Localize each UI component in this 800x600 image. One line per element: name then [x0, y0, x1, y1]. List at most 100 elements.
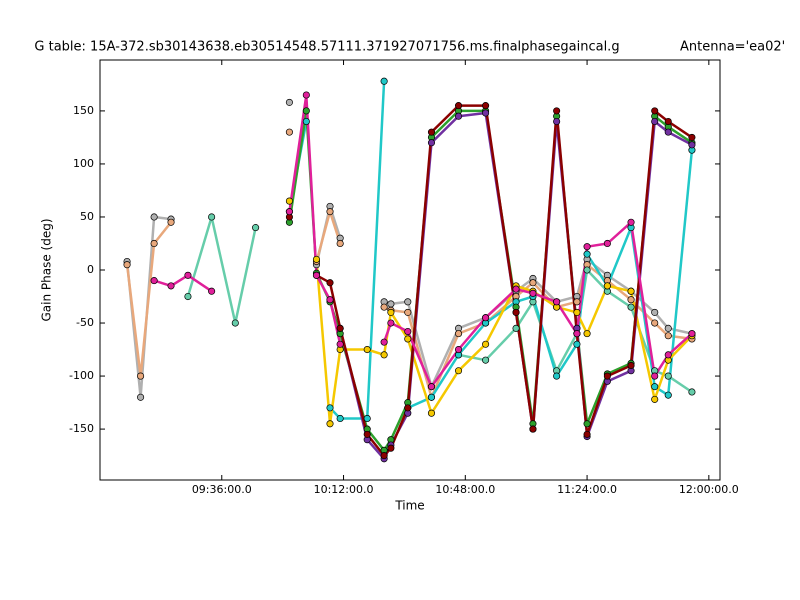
data-point — [583, 430, 591, 438]
data-point — [651, 319, 659, 327]
data-point — [312, 271, 321, 279]
data-point — [137, 393, 145, 401]
x-tick-label: 12:00:00.0 — [679, 483, 739, 496]
data-point — [454, 367, 463, 375]
data-point — [688, 141, 696, 149]
data-point — [583, 420, 591, 428]
data-point — [326, 296, 334, 304]
data-point — [326, 208, 334, 216]
data-point — [387, 300, 395, 308]
data-point — [553, 117, 561, 126]
data-point — [664, 351, 672, 359]
data-point — [664, 332, 672, 340]
data-point — [454, 345, 463, 354]
data-point — [427, 139, 436, 147]
data-point — [208, 213, 216, 221]
data-point — [285, 98, 293, 106]
data-point — [482, 356, 490, 364]
data-point — [336, 340, 344, 348]
data-point — [363, 430, 371, 438]
series-line — [288, 109, 693, 452]
data-point — [627, 218, 635, 226]
data-point — [404, 327, 412, 336]
data-point — [664, 372, 672, 380]
data-point — [380, 77, 388, 85]
data-point — [664, 324, 672, 332]
data-point — [208, 287, 216, 295]
y-tick-label: 50 — [80, 210, 94, 223]
data-point — [482, 340, 490, 348]
series-line — [315, 104, 693, 457]
data-point — [336, 324, 344, 332]
data-point — [573, 298, 581, 306]
chart-title: G table: 15A-372.sb30143638.eb30514548.5… — [34, 40, 619, 55]
data-point — [651, 308, 659, 316]
data-point — [336, 414, 344, 423]
data-point — [583, 330, 591, 338]
data-point — [326, 420, 334, 428]
data-point — [380, 338, 388, 346]
data-point — [150, 277, 158, 285]
data-point — [573, 340, 581, 348]
antenna-annotation: Antenna='ea02' — [680, 40, 785, 55]
data-point — [123, 261, 131, 269]
data-point — [184, 292, 192, 301]
data-point — [137, 372, 145, 380]
data-point — [312, 255, 321, 263]
data-point — [387, 308, 395, 316]
axes-frame — [99, 59, 721, 481]
data-point — [167, 282, 175, 290]
data-point — [553, 107, 561, 115]
data-point — [651, 117, 659, 126]
data-point — [150, 213, 158, 221]
data-point — [336, 239, 344, 248]
data-point — [150, 239, 158, 248]
data-point — [404, 404, 412, 412]
data-point — [688, 133, 696, 141]
data-point — [583, 243, 591, 251]
data-point — [285, 208, 293, 216]
data-point — [664, 117, 672, 126]
data-point — [651, 372, 659, 380]
data-point — [302, 117, 310, 126]
data-point — [512, 324, 520, 332]
x-axis-label: Time — [394, 499, 424, 513]
data-point — [326, 404, 334, 412]
data-point — [380, 303, 388, 311]
data-point — [427, 128, 436, 136]
data-point — [184, 271, 192, 279]
y-tick-label: 100 — [73, 157, 94, 170]
data-point — [573, 330, 581, 338]
y-tick-label: -50 — [76, 316, 94, 329]
data-point — [302, 91, 310, 99]
data-point — [454, 112, 463, 120]
y-tick-label: -100 — [69, 369, 94, 382]
x-tick-label: 10:48:00.0 — [435, 483, 495, 496]
data-point — [627, 287, 635, 295]
data-point — [454, 330, 463, 338]
data-point — [482, 109, 490, 117]
data-point — [573, 308, 581, 316]
data-point — [363, 345, 371, 354]
data-point — [688, 330, 696, 338]
data-point — [583, 266, 591, 274]
data-point — [427, 393, 436, 401]
data-point — [380, 452, 388, 460]
data-point — [627, 303, 635, 311]
data-point — [482, 314, 490, 322]
data-point — [231, 319, 239, 327]
data-point — [302, 107, 310, 115]
y-axis-label: Gain Phase (deg) — [40, 218, 54, 321]
data-point — [404, 335, 412, 343]
y-tick-label: 150 — [73, 104, 94, 117]
data-point — [529, 425, 537, 433]
data-point — [427, 383, 436, 391]
data-point — [167, 218, 175, 226]
x-tick-label: 10:12:00.0 — [314, 483, 374, 496]
data-point — [380, 351, 388, 359]
data-point — [285, 197, 293, 205]
data-point — [664, 391, 672, 399]
data-point — [427, 409, 436, 417]
data-point — [664, 128, 672, 136]
